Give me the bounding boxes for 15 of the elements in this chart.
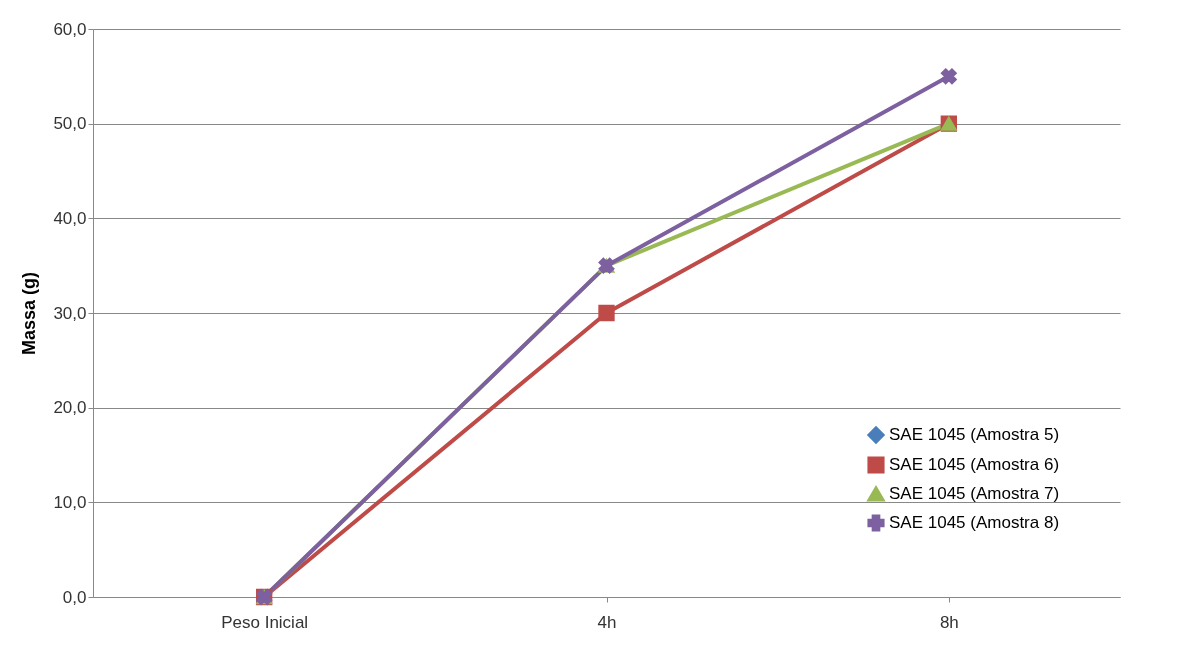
legend-label: SAE 1045 (Amostra 5) (889, 425, 1060, 444)
x-tick-label: 4h (597, 612, 617, 632)
y-tick-label: 30,0 (53, 303, 87, 323)
y-tick-label: 10,0 (53, 492, 87, 512)
legend-label: SAE 1045 (Amostra 7) (889, 484, 1060, 503)
x-tick-label: Peso Inicial (221, 612, 309, 632)
legend-label: SAE 1045 (Amostra 8) (889, 513, 1060, 532)
y-axis-title: Massa (g) (19, 271, 40, 356)
y-tick-label: 50,0 (53, 114, 87, 134)
legend-label: SAE 1045 (Amostra 6) (889, 455, 1060, 474)
y-tick-label: 0,0 (62, 587, 87, 607)
x-tick-label: 8h (939, 612, 959, 632)
y-tick-label: 40,0 (53, 208, 87, 228)
y-tick-label: 20,0 (53, 398, 87, 418)
y-tick-label: 60,0 (53, 19, 87, 39)
